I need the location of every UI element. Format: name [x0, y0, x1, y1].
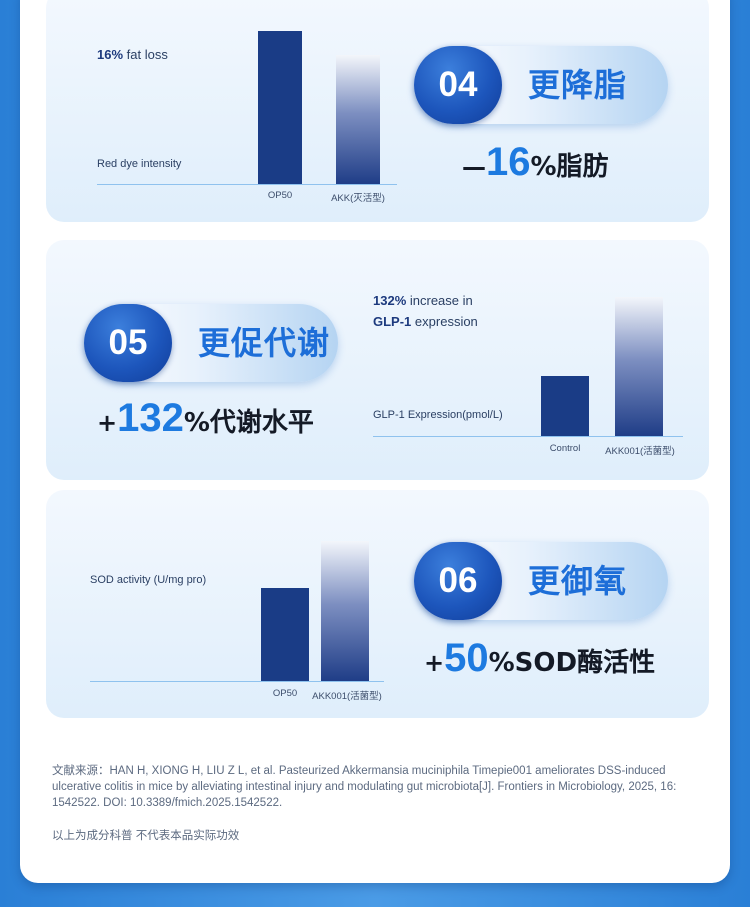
x-axis [373, 436, 683, 437]
fat-loss-legend: 16% fat loss [97, 47, 168, 62]
legend-value: GLP-1 [373, 314, 412, 329]
x-axis [90, 681, 384, 682]
stat-suffix: %SOD酶活性 [488, 648, 656, 678]
bar-akk001-live [615, 297, 663, 436]
x-axis [97, 184, 397, 185]
fat-loss-stat: —16%脂肪 [462, 140, 609, 185]
badge-number: 04 [414, 46, 502, 124]
stat-prefix: + [97, 409, 118, 437]
sod-stat: +50%SOD酶活性 [424, 636, 655, 681]
bar-control [541, 376, 589, 436]
badge-number: 05 [84, 304, 172, 382]
stat-prefix: — [462, 153, 486, 181]
stat-value: 132 [117, 396, 184, 440]
y-axis-label: GLP-1 Expression(pmol/L) [373, 409, 503, 421]
stat-suffix: %脂肪 [530, 152, 609, 182]
glp1-legend: 132% increase in GLP-1 expression [373, 290, 478, 332]
x-tick-label: OP50 [272, 688, 298, 699]
badge-title: 更御氧 [528, 562, 628, 600]
badge-title: 更降脂 [528, 66, 628, 104]
legend-text: increase in [409, 293, 473, 308]
bar-akk001-live [321, 541, 369, 681]
benefit-badge-06: 06 更御氧 [414, 542, 668, 620]
legend-text: expression [414, 314, 478, 329]
bar-op50 [258, 31, 302, 184]
benefit-badge-05: 05 更促代谢 [84, 304, 338, 382]
y-axis-label: SOD activity (U/mg pro) [90, 574, 207, 586]
bar-op50 [261, 588, 309, 681]
legend-value: 16% [97, 47, 124, 62]
x-tick-label: AKK001(活菌型) [312, 691, 382, 702]
y-axis-label: Red dye intensity [97, 158, 182, 170]
stat-prefix: + [424, 649, 445, 677]
badge-title: 更促代谢 [198, 324, 331, 362]
badge-number: 06 [414, 542, 502, 620]
stat-value: 50 [444, 636, 489, 680]
benefit-badge-04: 04 更降脂 [414, 46, 668, 124]
legend-text: fat loss [126, 47, 168, 62]
x-tick-label: AKK(灭活型) [331, 193, 385, 204]
reference-citation: 文献来源：HAN H, XIONG H, LIU Z L, et al. Pas… [52, 765, 677, 809]
metabolism-stat: +132%代谢水平 [97, 396, 314, 441]
x-tick-label: AKK001(活菌型) [605, 446, 675, 457]
stat-suffix: %代谢水平 [183, 408, 314, 438]
x-tick-label: Control [549, 443, 581, 454]
stat-value: 16 [486, 140, 531, 184]
legend-value: 132% [373, 293, 407, 308]
disclaimer-text: 以上为成分科普 不代表本品实际功效 [52, 830, 240, 842]
x-tick-label: OP50 [267, 190, 293, 201]
bar-akk-inactivated [336, 55, 380, 184]
